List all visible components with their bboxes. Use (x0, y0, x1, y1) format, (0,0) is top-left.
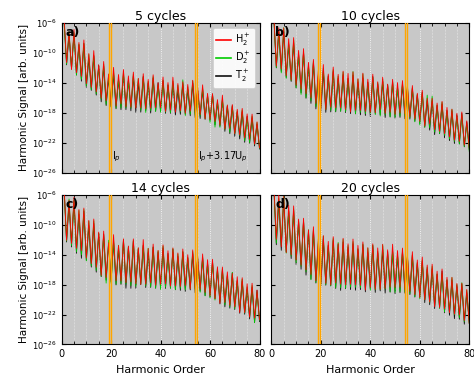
Text: c): c) (65, 198, 79, 211)
X-axis label: Harmonic Order: Harmonic Order (116, 365, 205, 375)
Title: 5 cycles: 5 cycles (135, 10, 186, 23)
Title: 20 cycles: 20 cycles (341, 182, 400, 195)
Text: I$_p$+3.17U$_p$: I$_p$+3.17U$_p$ (198, 149, 247, 164)
X-axis label: Harmonic Order: Harmonic Order (326, 365, 415, 375)
Y-axis label: Harmonic Signal [arb. units]: Harmonic Signal [arb. units] (19, 196, 29, 343)
Text: a): a) (65, 26, 80, 39)
Legend: H$_2^+$, D$_2^+$, T$_2^+$: H$_2^+$, D$_2^+$, T$_2^+$ (213, 28, 255, 88)
Title: 10 cycles: 10 cycles (341, 10, 400, 23)
Text: b): b) (275, 26, 290, 39)
Text: I$_p$: I$_p$ (112, 149, 121, 164)
Text: d): d) (275, 198, 290, 211)
Y-axis label: Harmonic Signal [arb. units]: Harmonic Signal [arb. units] (19, 24, 29, 171)
Title: 14 cycles: 14 cycles (131, 182, 190, 195)
